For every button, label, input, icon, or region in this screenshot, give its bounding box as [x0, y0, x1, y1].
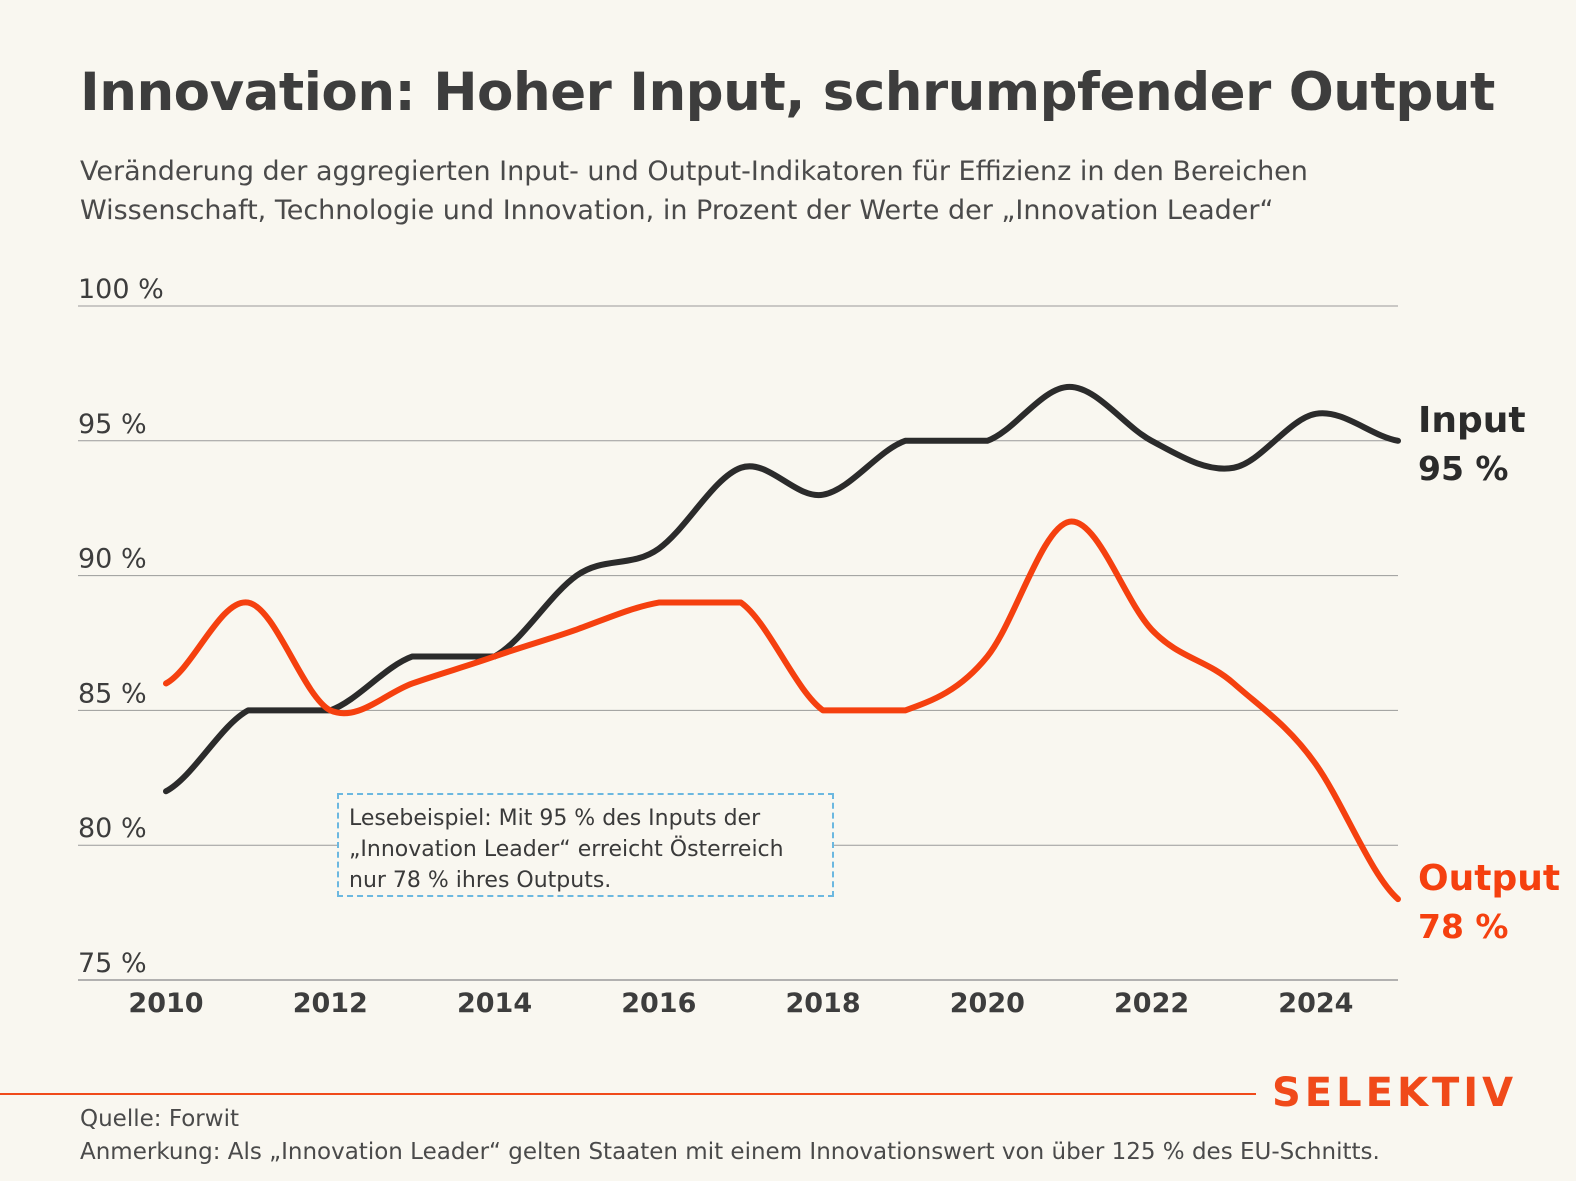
footer-notes: Quelle: Forwit Anmerkung: Als „Innovatio…: [80, 1103, 1380, 1169]
annotation-line: „Innovation Leader“ erreicht Österreich: [349, 837, 784, 862]
x-tick-label: 2014: [457, 988, 532, 1019]
output-series-line: [163, 518, 1401, 903]
annotation-line: nur 78 % ihres Outputs.: [349, 868, 612, 893]
annotation-line: Lesebeispiel: Mit 95 % des Inputs der: [349, 806, 761, 831]
x-tick-label: 2010: [128, 988, 203, 1019]
reading-example-annotation: Lesebeispiel: Mit 95 % des Inputs der „I…: [337, 793, 834, 897]
note-text: Anmerkung: Als „Innovation Leader“ gelte…: [80, 1139, 1380, 1165]
subtitle-line: Wissenschaft, Technologie und Innovation…: [80, 195, 1274, 226]
brand-logo: SELEKTIV: [1272, 1070, 1518, 1116]
y-tick-label: 90 %: [78, 544, 147, 575]
x-tick-label: 2024: [1278, 988, 1353, 1019]
y-tick-label: 75 %: [78, 948, 147, 979]
y-tick-label: 85 %: [78, 678, 147, 709]
x-tick-label: 2016: [621, 988, 696, 1019]
chart-title: Innovation: Hoher Input, schrumpfender O…: [80, 62, 1495, 123]
y-tick-label: 80 %: [78, 813, 147, 844]
source-text: Quelle: Forwit: [80, 1106, 239, 1132]
footer-divider: [0, 1093, 1256, 1095]
subtitle-line: Veränderung der aggregierten Input- und …: [80, 156, 1308, 187]
y-tick-label: 95 %: [78, 409, 147, 440]
y-tick-label: 100 %: [78, 274, 164, 305]
input-series-line: [163, 383, 1401, 795]
x-tick-label: 2020: [950, 988, 1025, 1019]
x-tick-label: 2022: [1114, 988, 1189, 1019]
output-series-label: Output: [1418, 858, 1560, 899]
x-tick-label: 2018: [785, 988, 860, 1019]
output-end-value-label: 78 %: [1418, 907, 1508, 946]
x-tick-label: 2012: [293, 988, 368, 1019]
input-end-value-label: 95 %: [1418, 449, 1508, 488]
chart-subtitle: Veränderung der aggregierten Input- und …: [80, 152, 1380, 230]
input-series-label: Input: [1418, 400, 1526, 441]
